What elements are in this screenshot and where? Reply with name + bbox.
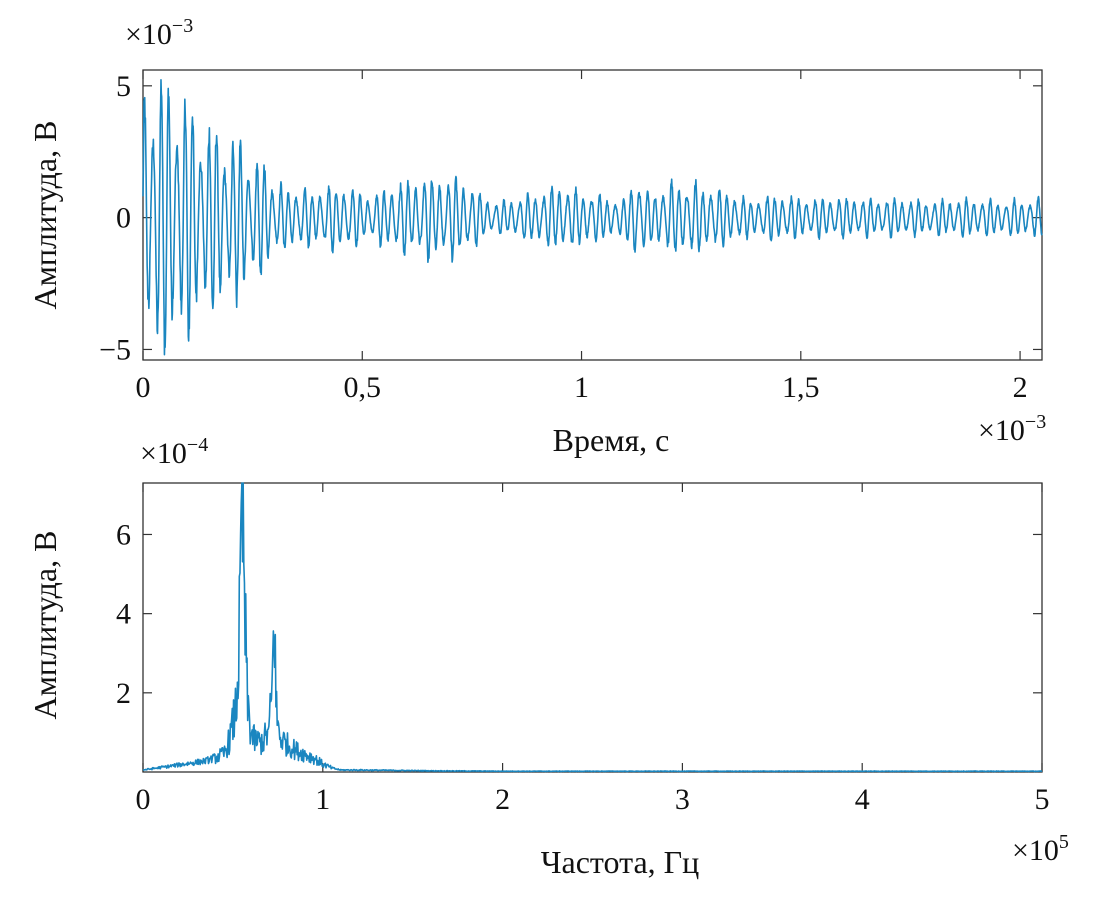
spectrum-ticks: 0 1 2 3 4 5 2 4 6 bbox=[116, 483, 1050, 816]
x-tick-label: 2 bbox=[1013, 371, 1028, 404]
y-tick-label: 5 bbox=[116, 70, 131, 103]
spectrum-y-axis-label: Амплитуда, В bbox=[27, 531, 63, 720]
spectrum-plot-frame bbox=[142, 482, 1043, 773]
x-tick-label: 4 bbox=[855, 783, 870, 816]
x-tick-label: 0 bbox=[136, 783, 151, 816]
time-signal-chart: 0 0,5 1 1,5 2−505 ×10−3 Амплитуда, В Время, … bbox=[27, 15, 1046, 458]
x-tick-label: 3 bbox=[675, 783, 690, 816]
y-tick-label: 0 bbox=[116, 202, 131, 235]
time-ticks: 0 0,5 1 1,5 2−505 bbox=[99, 70, 1042, 404]
spectrum-x-exponent-label: ×105 bbox=[1012, 831, 1069, 867]
x-tick-label: 1 bbox=[574, 371, 589, 404]
y-tick-label: 4 bbox=[116, 598, 131, 631]
y-tick-label: 2 bbox=[116, 677, 131, 710]
time-y-axis-label: Амплитуда, В bbox=[27, 121, 63, 310]
time-signal-line bbox=[142, 79, 1043, 356]
x-tick-label: 5 bbox=[1035, 783, 1050, 816]
spectrum-y-exponent-label: ×10−4 bbox=[140, 434, 208, 470]
spectrum-line bbox=[142, 482, 1043, 773]
y-tick-label: 6 bbox=[116, 518, 131, 551]
spectrum-x-axis-label: Частота, Гц bbox=[541, 844, 700, 880]
time-x-axis-label: Время, с bbox=[553, 422, 670, 458]
x-tick-label: 2 bbox=[495, 783, 510, 816]
spectrum-chart: 0 1 2 3 4 5 2 4 6 ×10−4 Амплитуда, В Частота, Гц… bbox=[27, 434, 1069, 880]
time-y-exponent-label: ×10−3 bbox=[125, 15, 193, 51]
y-tick-label: −5 bbox=[99, 333, 131, 366]
x-tick-label: 0 bbox=[136, 371, 151, 404]
time-plot-frame bbox=[142, 69, 1043, 361]
x-tick-label: 0,5 bbox=[344, 371, 382, 404]
x-tick-label: 1,5 bbox=[782, 371, 820, 404]
time-x-exponent-label: ×10−3 bbox=[978, 411, 1046, 447]
x-tick-label: 1 bbox=[315, 783, 330, 816]
